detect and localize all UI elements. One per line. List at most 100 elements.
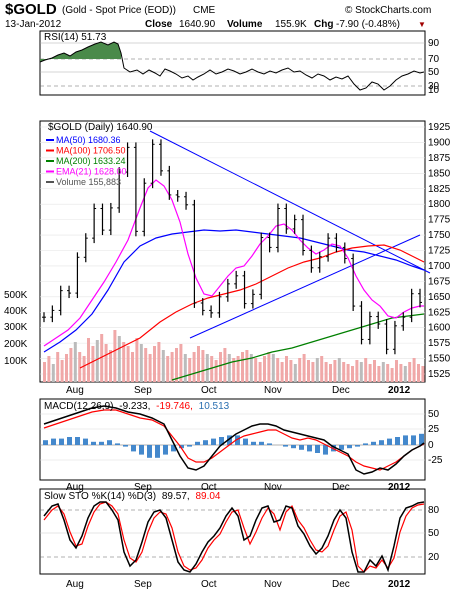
price-tick-label: 1625 [428,307,451,318]
price-bar [158,139,163,176]
volume-bar [65,354,68,382]
macd-hist-bar [203,440,208,445]
macd-hist-bar [91,441,96,445]
legend-item: EMA(21) 1628.00 [46,167,127,177]
volume-bar [100,334,104,382]
price-bar [418,288,422,308]
price-bar [250,289,255,309]
macd-hist-bar [387,438,392,445]
macd-hist-bar [195,441,200,445]
volume-bar [241,352,244,382]
volume-bar [337,358,341,382]
macd-hist-bar [187,445,192,447]
price-tick-label: 1900 [428,137,451,148]
volume-bar [170,352,174,382]
volume-bar [408,362,412,382]
price-bar [125,142,130,178]
price-bar [117,167,122,213]
macd-axis: 50 25 0 -25 [428,409,443,466]
price-bar [175,189,180,202]
price-axis: 1925 1900 1875 1850 1825 1800 1775 1750 1725 1700… [428,122,451,380]
price-bar [167,165,172,200]
volume-bar [73,342,77,382]
volume-bar [263,356,266,382]
rsi-tick-label: 90 [428,38,440,49]
legend-item: Volume 155,883 [46,177,121,187]
svg-text:Slow STO %K(14) %D(3) 89: Slow STO %K(14) %D(3) 89.57, 89.04 [44,491,221,502]
price-bar [234,270,239,289]
price-bar [225,278,230,302]
volume-bar [276,358,280,382]
macd-label-signal: -19.746, [156,401,193,412]
volume-bar [109,350,112,382]
price-tick-label: 1875 [428,153,451,164]
x-axis-label: Oct [201,385,217,396]
volume-bar [82,356,86,382]
price-bar [133,142,138,237]
volume-bar [95,340,99,382]
volume-bar [192,352,196,382]
price-bars [42,139,422,355]
volume-bar [139,344,143,382]
volume-bar [315,358,319,382]
price-bar [342,242,347,264]
macd-hist-bar [227,435,232,445]
price-bar [367,311,372,345]
volume-bar [43,362,46,382]
price-tick-label: 1725 [428,246,451,257]
volume-bar [87,338,90,382]
volume-bar [329,364,332,382]
macd-hist-bar [179,445,184,449]
macd-hist-bar [59,438,64,445]
price-bar [192,199,197,308]
volume-bar [355,360,359,382]
header-symbol: $GOLD [5,1,57,18]
macd-label-value: -9.233, [119,401,150,412]
price-bar [83,233,88,263]
x-axis-label: Sep [134,482,152,493]
volume-bar [78,352,82,382]
volume-bar [311,362,315,382]
price-bar [292,214,297,234]
macd-hist-bar [75,437,80,445]
volume-bar [386,364,390,382]
macd-hist-bar [395,437,400,445]
price-bar [359,301,364,345]
price-bar [75,252,80,299]
macd-hist-bar [123,445,128,447]
volume-bar [47,356,51,382]
header-name: (Gold - Spot Price (EOD)) [62,5,176,16]
volume-tick-label: 200K [4,339,28,350]
volume-axis: 500K 400K 300K 200K 100K [4,290,28,367]
volume-bar [271,354,275,382]
price-bar [42,312,46,323]
price-bar [284,203,289,234]
price-bar [150,139,155,189]
chg-value: -7.90 (-0.48%) [336,19,400,30]
macd-x-axis: Aug Sep Oct Nov Dec 2012 [66,482,411,493]
macd-tick-label: 25 [428,424,440,435]
macd-hist-bar [107,440,112,445]
volume-bar [60,360,64,382]
volume-bar [377,366,381,382]
legend-label: EMA(21) 1628.00 [56,167,127,177]
volume-bar [258,362,262,382]
macd-hist-bar [291,445,296,449]
sto-x-axis: Aug Sep Oct Nov Dec 2012 [66,579,411,590]
macd-hist-bar [379,440,384,445]
macd-hist-bar [219,437,224,445]
macd-hist-bar [315,445,320,453]
x-axis-label: Sep [134,385,152,396]
volume-bar [153,346,156,382]
price-x-axis: Aug Sep Oct Nov Dec 2012 [66,385,411,396]
price-bar [259,232,264,300]
price-bar [50,305,55,323]
macd-hist-bar [163,445,168,455]
x-axis-label: Aug [66,385,84,396]
volume-bar [51,364,55,382]
sto-tick-label: 80 [428,505,440,516]
volume-bar [113,330,117,382]
macd-hist-bar [83,438,88,445]
